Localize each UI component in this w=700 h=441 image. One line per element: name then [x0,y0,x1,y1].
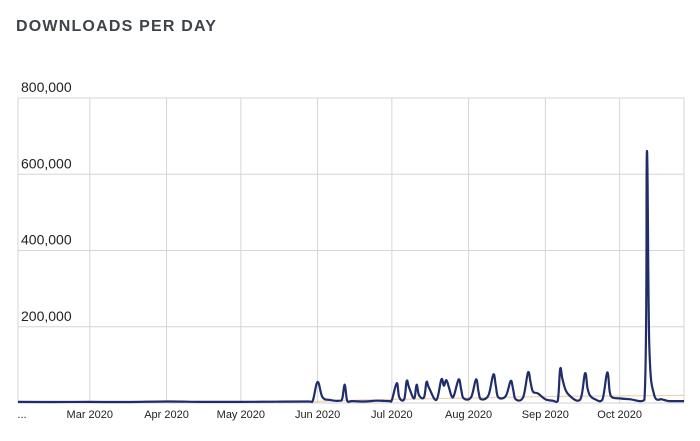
x-tick-label: May 2020 [217,409,265,421]
y-tick-label: 200,000 [21,308,72,324]
y-tick-label: 600,000 [21,155,72,171]
x-tick-label: Jul 2020 [371,409,413,421]
chart-title: DOWNLOADS PER DAY [16,18,218,35]
x-tick-label: Jun 2020 [295,409,340,421]
plot-area [17,150,685,404]
downloads-series-line [17,150,684,404]
grid-lines [17,97,685,404]
x-tick-label: Oct 2020 [597,409,642,421]
x-tick-label-first: ... [17,409,26,421]
x-tick-label: Mar 2020 [67,409,113,421]
y-tick-label: 800,000 [21,79,72,95]
x-tick-label: Apr 2020 [144,409,189,421]
x-tick-label: Aug 2020 [445,409,492,421]
x-tick-label: Sep 2020 [522,409,569,421]
x-axis-labels: Mar 2020 Apr 2020 May 2020 Jun 2020 Jul 2020… [17,409,642,421]
y-tick-label: 400,000 [21,232,72,248]
y-axis-labels: 200,000 400,000 600,000 800,000 [21,79,72,324]
